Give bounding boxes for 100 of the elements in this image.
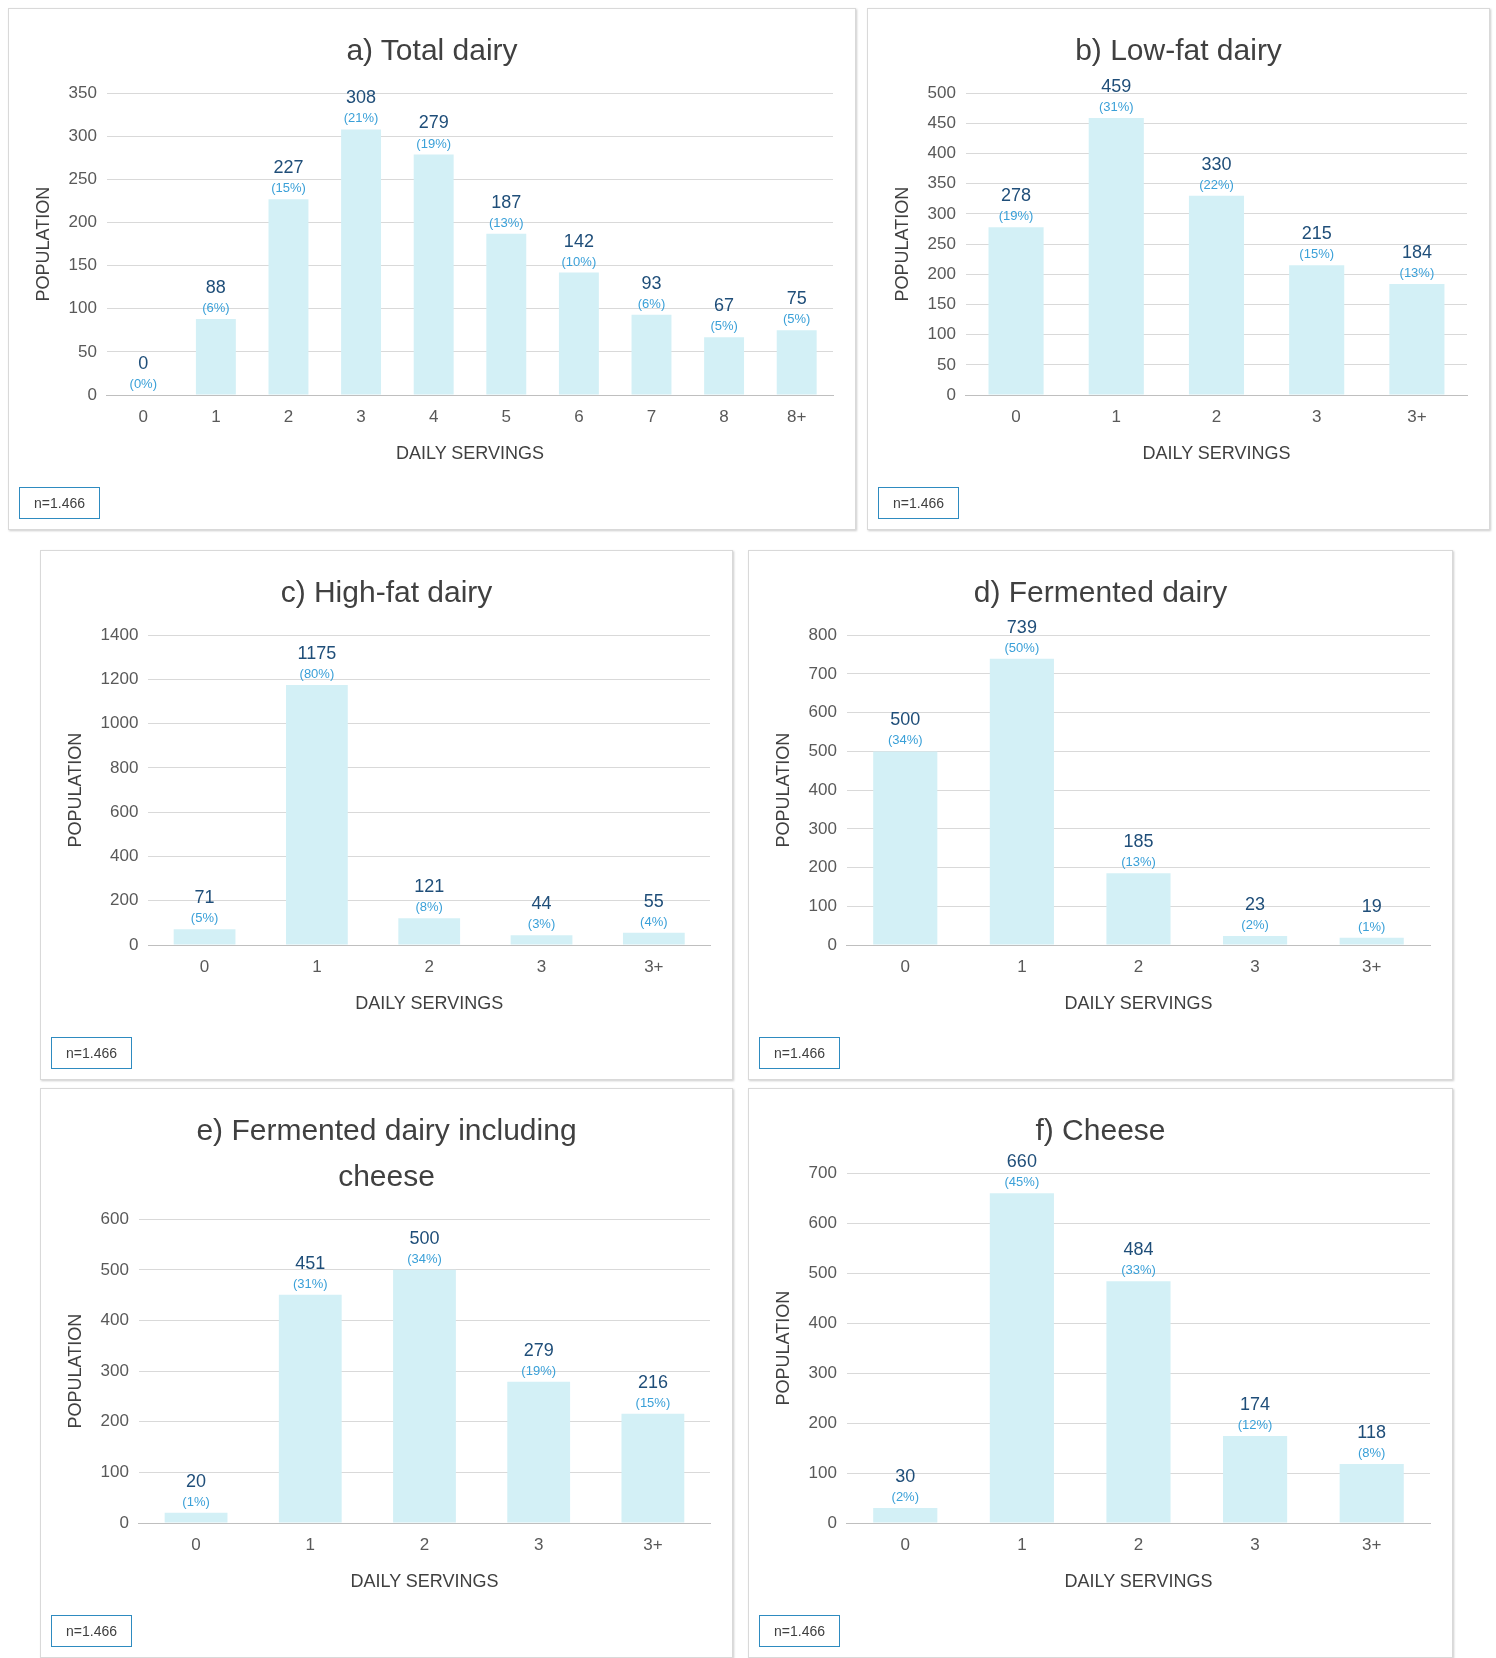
y-tick-label: 500 [808,741,837,761]
y-tick-label: 0 [128,934,139,954]
x-tick-label: 0 [1011,406,1021,426]
x-tick-label: 2 [1133,1534,1144,1554]
data-label: 185 [1123,831,1154,852]
bar [1389,283,1445,395]
y-tick-label: 50 [937,354,956,374]
y-tick-label: 1400 [100,624,139,644]
bar [1088,117,1144,395]
x-tick-label: 3+ [643,1534,663,1554]
data-label: 121 [414,876,445,897]
chart-title: f) Cheese [1034,1112,1167,1148]
y-tick-label: 800 [110,757,139,777]
data-label: 215 [1301,223,1332,244]
annotation: (12%) [1237,1417,1273,1433]
data-label: 187 [491,191,522,212]
data-label: 227 [273,157,304,178]
x-tick-label: 3+ [1407,406,1427,426]
x-tick-label: 3 [1250,956,1260,976]
annotation: (2%) [1241,917,1269,933]
x-tick-label: 1 [312,956,322,976]
text: n=1.466 [759,1037,840,1069]
annotation: (13%) [488,214,524,230]
bar [510,935,573,945]
y-tick-label: 500 [808,1262,837,1282]
x-tick-label: 2 [424,956,434,976]
x-tick-label: 1 [1017,956,1027,976]
annotation: (21%) [343,110,379,126]
y-tick-label: 700 [808,663,837,683]
annotation: (5%) [190,910,219,926]
bar [1106,1281,1171,1523]
annotation: (45%) [1004,1174,1040,1190]
y-tick-label: 500 [927,82,956,102]
data-label: 55 [643,890,664,911]
x-tick-label: 3 [533,1534,544,1554]
data-label: 279 [523,1339,554,1360]
y-tick-label: 1200 [100,669,139,689]
bar [278,1294,342,1523]
bar [558,272,599,395]
y-tick-label: 400 [808,1312,837,1332]
bar [776,330,817,395]
data-label: 660 [1006,1151,1037,1172]
data-label: 23 [1245,894,1266,915]
annotation: (19%) [998,208,1034,224]
x-tick-label: 2 [1133,956,1144,976]
y-tick-label: 300 [808,1362,837,1382]
y-tick-label: 0 [827,934,837,954]
y-tick-label: 0 [119,1512,129,1532]
data-label: 216 [637,1371,668,1392]
bar [1223,936,1288,945]
y-tick-label: 200 [110,890,139,910]
y-tick-label: 100 [808,895,837,915]
x-axis-title: DAILY SERVINGS [350,1571,499,1592]
y-axis-title: POPULATION [64,1313,85,1429]
y-tick-label: 150 [927,294,956,314]
y-tick-label: 300 [927,203,956,223]
y-tick-label: 400 [808,779,837,799]
y-tick-label: 200 [808,1412,837,1432]
text: n=1.466 [51,1037,132,1069]
x-tick-label: 0 [900,956,910,976]
bar [631,314,672,395]
y-tick-label: 200 [68,212,97,232]
y-tick-label: 400 [100,1310,129,1330]
x-tick-label: 0 [191,1534,201,1554]
bar [622,932,685,945]
y-tick-label: 100 [68,298,97,318]
x-tick-label: 0 [900,1534,910,1554]
annotation: (5%) [782,311,811,327]
data-label: 44 [531,893,552,914]
x-tick-label: 8 [719,406,729,426]
annotation: (34%) [407,1250,442,1266]
bar [413,154,454,395]
y-tick-label: 800 [808,624,837,644]
annotation: (2%) [891,1489,919,1505]
x-tick-label: 2 [1211,406,1222,426]
y-tick-label: 1000 [100,713,139,733]
bar [989,658,1054,945]
data-label: 71 [194,887,215,908]
x-tick-label: 0 [199,956,210,976]
data-label: 279 [418,112,449,133]
bar [989,1193,1054,1523]
annotation: (0%) [129,376,157,392]
x-tick-label: 3+ [1362,1534,1382,1554]
y-tick-label: 200 [808,857,837,877]
data-label: 93 [641,272,662,293]
chart-title: d) Fermented dairy [972,574,1229,610]
y-tick-label: 100 [808,1462,837,1482]
annotation: (33%) [1121,1262,1156,1278]
annotation: (3%) [527,916,556,932]
x-axis-title: DAILY SERVINGS [355,993,504,1014]
y-axis-title: POPULATION [772,732,793,848]
data-label: 30 [895,1465,916,1486]
annotation: (31%) [292,1275,328,1291]
bar [704,337,745,395]
x-tick-label: 1 [211,406,221,426]
annotation: (6%) [637,295,666,311]
data-label: 1175 [297,642,337,663]
bar [286,684,348,945]
x-tick-label: 8+ [787,406,807,426]
annotation: (8%) [415,899,443,915]
